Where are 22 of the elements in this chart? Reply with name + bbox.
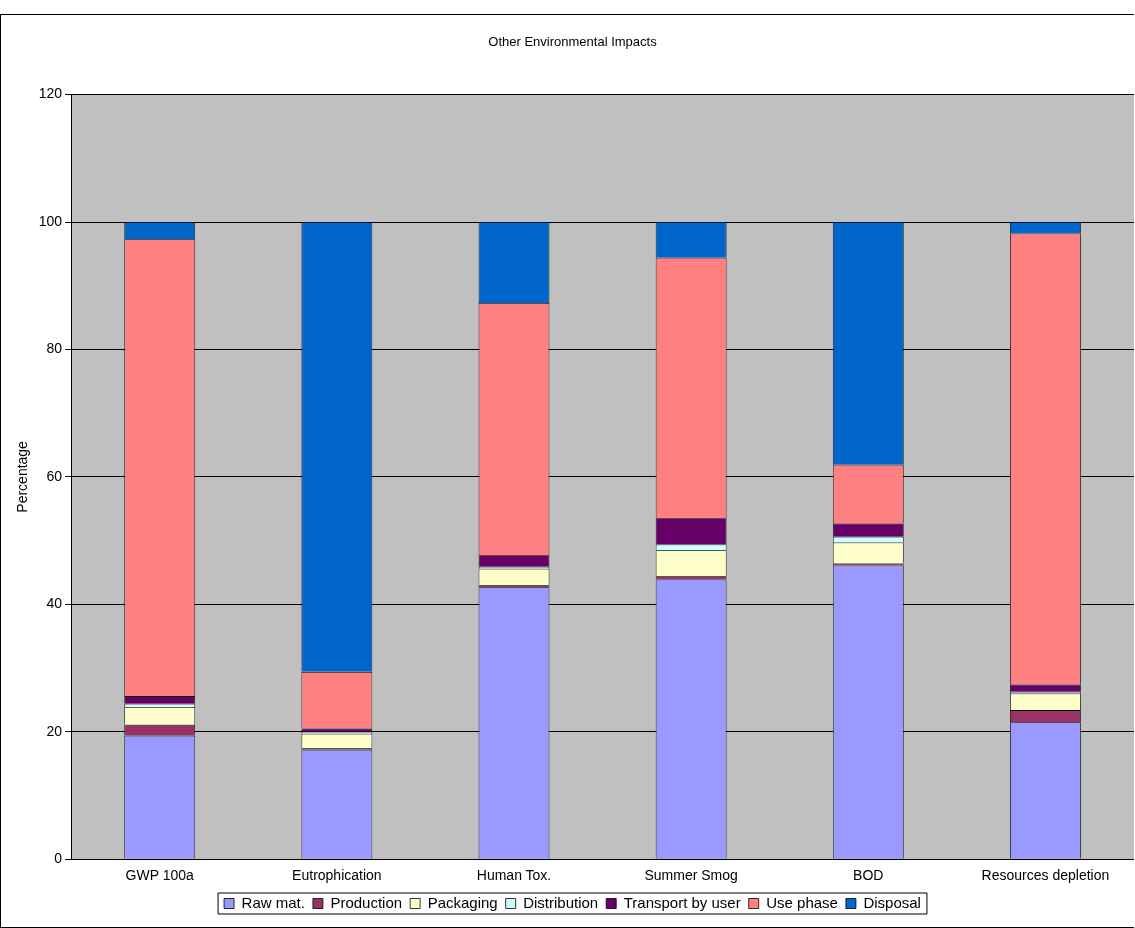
x-tick-label: Summer Smog (644, 867, 738, 884)
legend-label: Transport by user (623, 893, 741, 911)
legend-label: Raw mat. (241, 893, 305, 911)
y-tick-label: 0 (54, 850, 63, 867)
x-tick-label: BOD (853, 867, 884, 884)
y-tick-label: 120 (38, 85, 63, 102)
y-tick-label: 80 (46, 340, 63, 357)
y-tick-label: 20 (46, 722, 63, 739)
x-tick-label: GWP 100a (125, 867, 195, 884)
legend-label: Packaging (427, 893, 498, 911)
x-tick-label: Eutrophication (292, 867, 382, 884)
legend-label: Use phase (766, 893, 838, 911)
x-tick-label: Resources depletion (981, 867, 1110, 884)
y-tick-label: 100 (38, 212, 63, 229)
legend-label: Disposal (863, 893, 921, 911)
chart-title: Other Environmental Impacts (488, 34, 658, 50)
x-tick-label: Human Tox. (476, 867, 552, 884)
legend-label: Production (330, 893, 403, 911)
y-axis-title: Percentage (14, 440, 31, 513)
y-tick-label: 40 (46, 595, 63, 612)
y-tick-label: 60 (46, 467, 63, 484)
legend-label: Distribution (523, 893, 599, 911)
